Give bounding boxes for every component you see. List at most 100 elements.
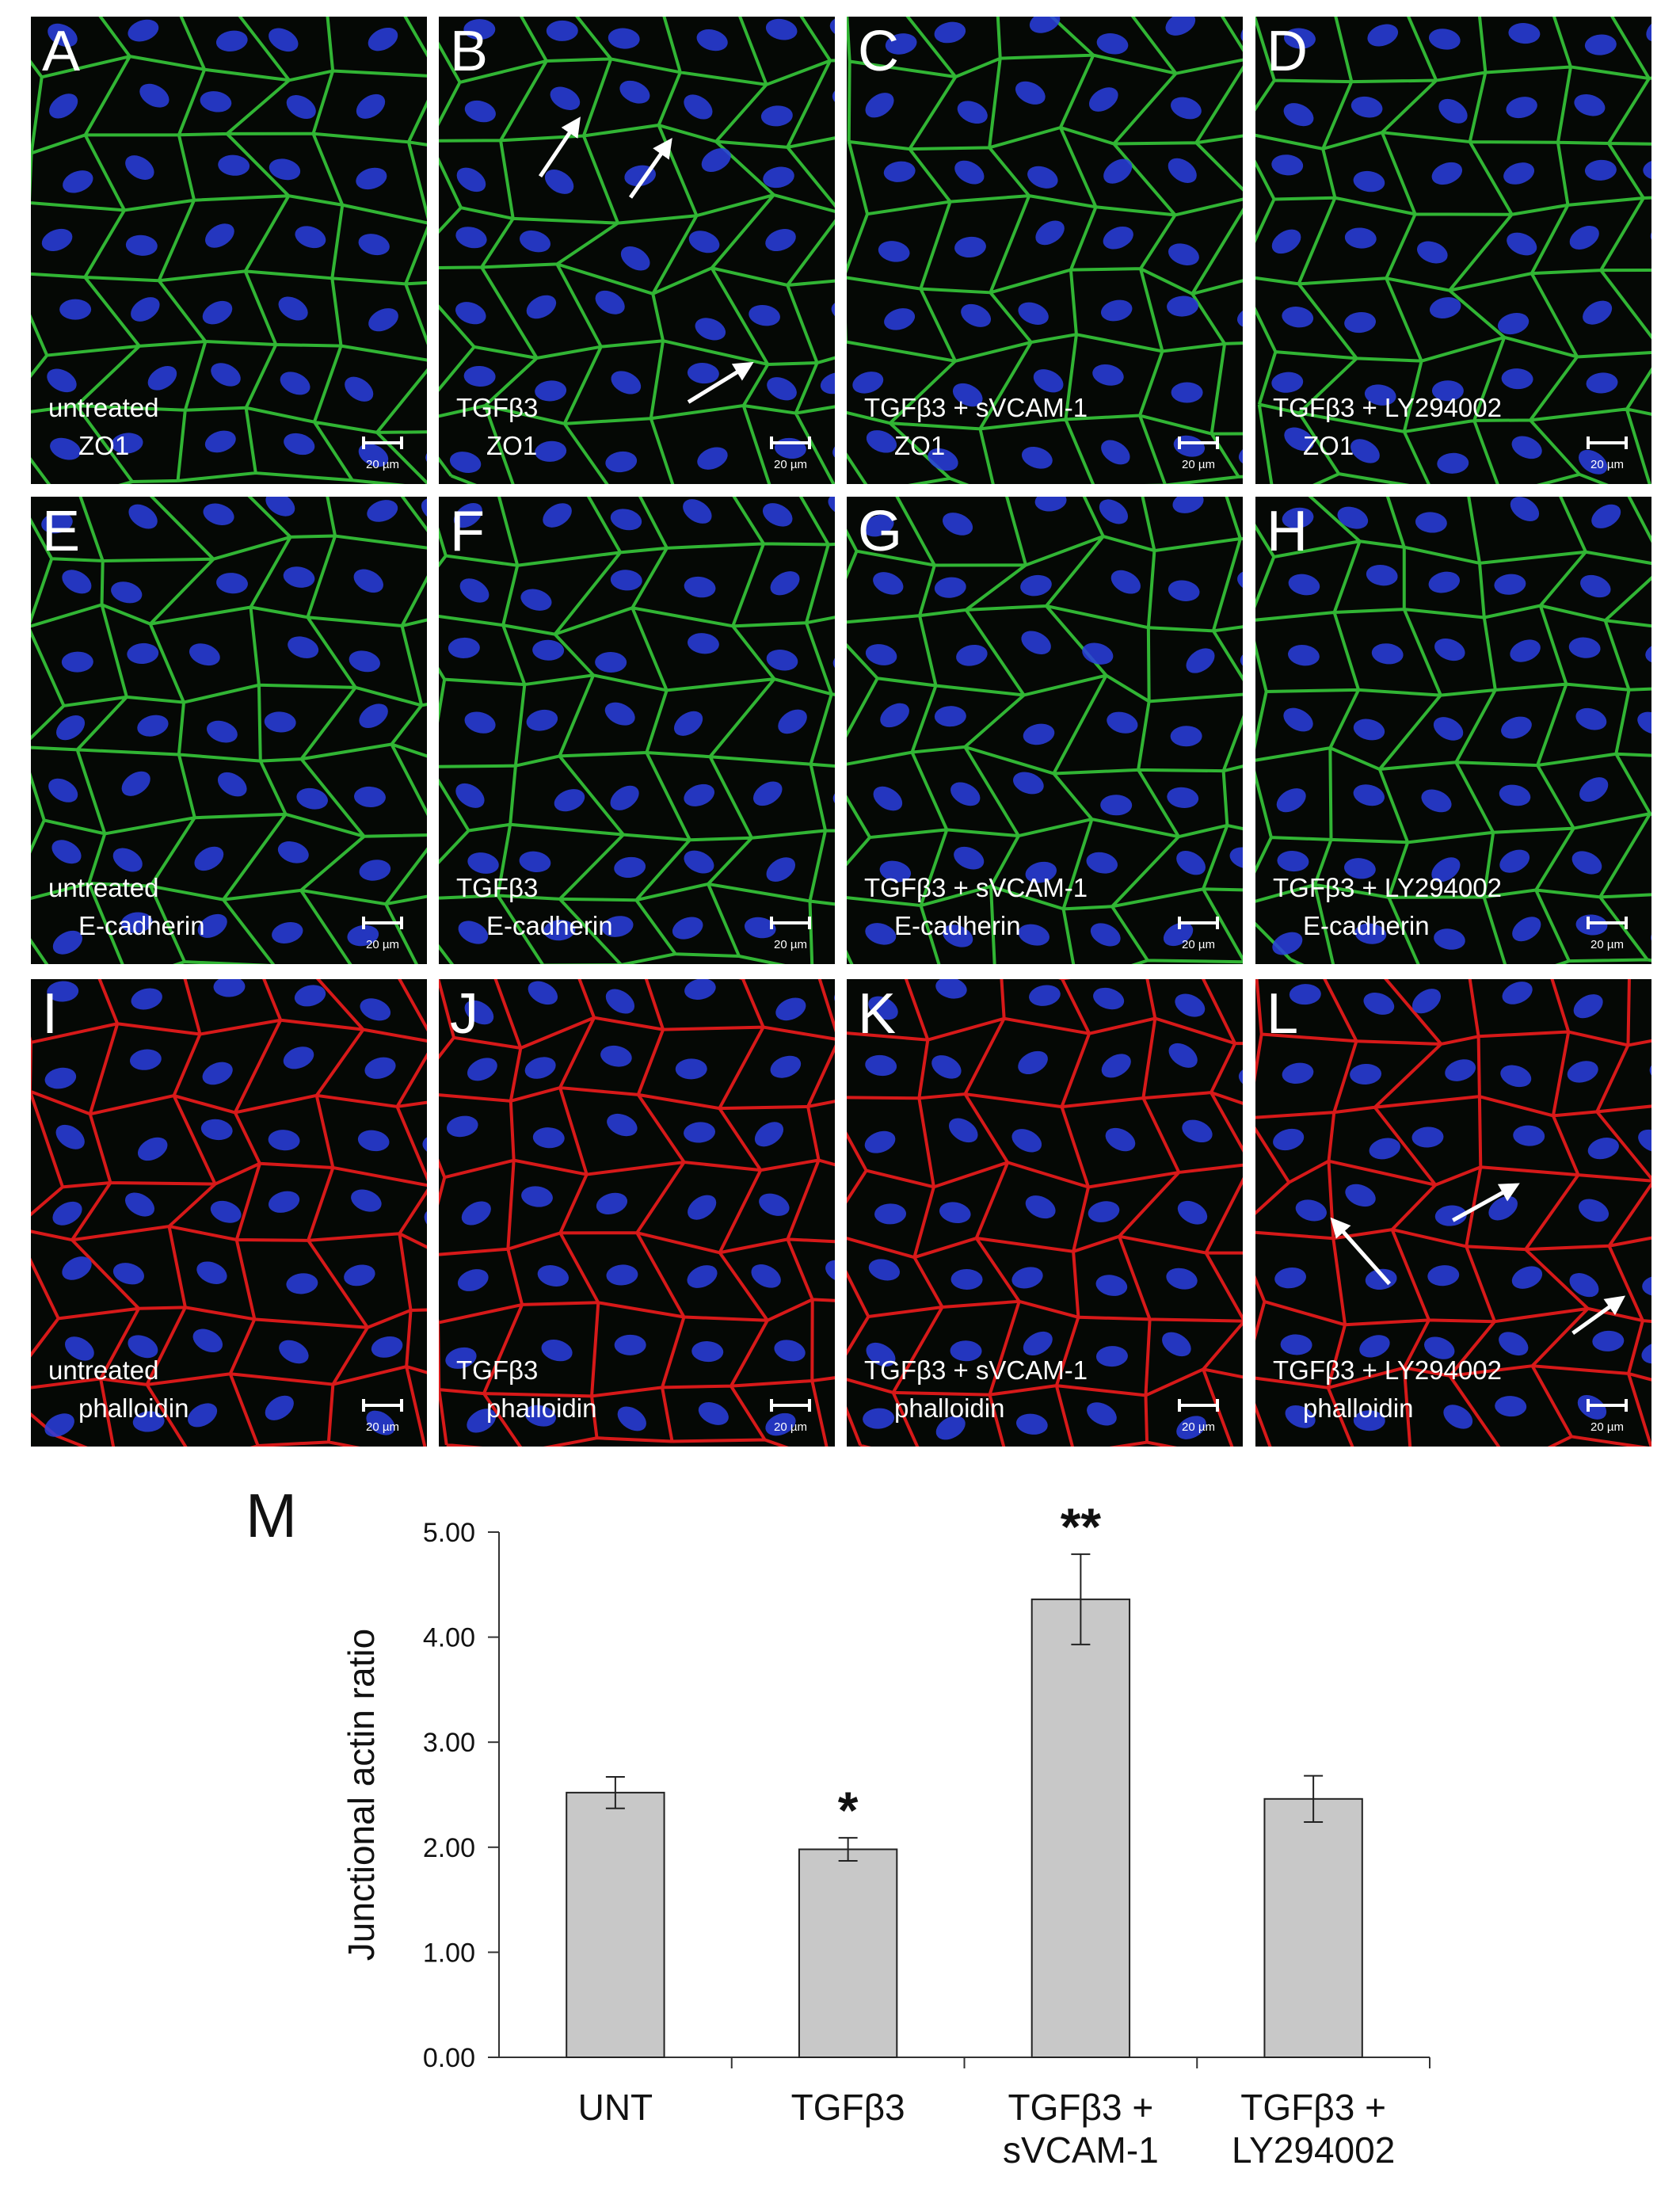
nucleus [605,451,638,473]
nucleus [1272,932,1303,955]
nucleus [595,652,627,673]
nucleus [371,1336,403,1358]
stain-label: ZO1 [894,431,945,460]
nucleus [464,1000,494,1025]
nucleus [351,1189,382,1212]
nucleus [1021,631,1051,654]
nucleus [1353,170,1385,193]
nucleus [954,846,985,870]
nucleus [866,430,897,453]
nucleus [1511,436,1542,459]
nucleus [868,1259,901,1281]
nucleus [265,497,295,517]
nucleus [952,383,983,407]
nucleus [1648,921,1680,949]
nucleus [358,443,389,467]
cell-borders [439,17,835,484]
scale-bar [1178,1399,1219,1412]
nucleus [691,1341,724,1363]
nucleus [205,223,234,248]
error-bar [838,1836,858,1862]
nucleus [684,94,713,120]
nucleus [62,570,92,594]
nucleus [47,981,79,1002]
nucleus [1162,1332,1191,1357]
cell-borders [31,497,427,964]
nucleus [1018,924,1050,946]
nucleus [455,227,487,249]
nucleus [954,160,985,185]
nucleus [948,1118,978,1143]
nucleus [1288,645,1320,666]
nucleus [687,363,719,384]
nucleus [132,1411,165,1432]
nucleus [1445,1059,1476,1081]
nucleus [1350,96,1383,118]
panel-letter: M [246,1481,297,1550]
nucleus [684,576,716,598]
nucleus [878,241,910,262]
nucleus [879,860,912,882]
nucleus [278,296,308,321]
nucleus [950,1340,982,1362]
nucleus [1029,985,1061,1006]
nucleus [1369,1138,1400,1160]
nucleus [1641,1341,1651,1364]
nucleus [189,643,220,666]
nucleus [44,1067,77,1089]
nucleus [524,1405,556,1427]
nucleus [1494,574,1526,595]
nucleus [852,372,884,394]
nucleus [1513,1125,1545,1146]
nucleus [269,28,299,52]
nucleus [1415,512,1447,533]
nucleus [950,1268,983,1290]
nucleus [65,1336,94,1361]
nucleus [364,1057,396,1079]
nucleus [688,231,720,254]
nucleus [455,783,485,808]
nucleus [269,158,301,181]
nucleus [1586,372,1618,394]
micrograph: D TGFβ3 + LY294002 ZO1 20 µm [1255,17,1680,484]
nucleus [935,979,967,999]
nucleus [1163,922,1194,947]
nucleus [147,365,177,391]
nucleus [1429,297,1461,318]
nucleus [1438,98,1468,124]
nucleus [356,93,386,119]
x-tick-label: TGFβ3 + sVCAM-1 [1002,2087,1159,2171]
nucleus [1025,1195,1056,1219]
nucleus [286,95,316,120]
nucleus [1499,849,1530,873]
nucleus [1365,1268,1397,1290]
nucleus [1571,851,1602,875]
nucleus [1103,226,1133,250]
significance-marker: ** [1061,1497,1102,1556]
nucleus [280,372,310,395]
nucleus [264,711,296,733]
scale-bar [1587,1399,1628,1412]
scale-bar [770,1399,811,1412]
scale-bar [770,917,811,929]
cell-borders [847,17,1243,484]
nucleus [1567,1061,1598,1083]
nucleus [1568,637,1601,658]
cell-borders [31,979,427,1447]
bar [798,1848,898,2058]
nucleus [1166,1268,1198,1290]
nucleus [63,170,93,193]
nucleus [1092,364,1124,386]
nucleus [449,452,482,473]
nucleus [1023,723,1055,745]
nucleus [137,1137,168,1161]
nucleus [1344,227,1377,249]
nucleus [1428,571,1461,593]
nucleus [526,709,558,731]
nucleus [1285,1405,1316,1428]
nucleus [463,19,496,40]
nucleus [1651,978,1680,1004]
nucleus [1656,1396,1680,1428]
nucleus [1654,294,1680,319]
nucleus [1012,772,1044,795]
